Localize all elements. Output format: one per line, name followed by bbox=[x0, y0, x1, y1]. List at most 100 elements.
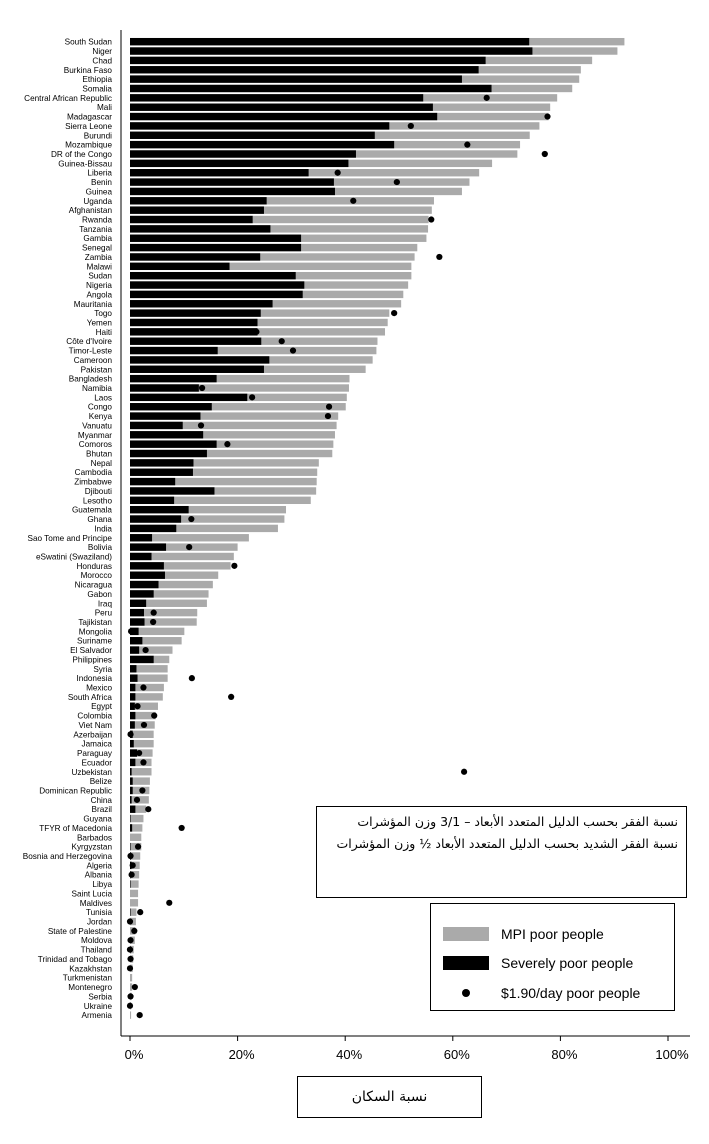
dollar-dot bbox=[137, 909, 144, 916]
country-label: Uganda bbox=[83, 197, 112, 206]
severe-bar bbox=[130, 674, 138, 682]
severe-bar bbox=[130, 908, 131, 916]
country-label: South Africa bbox=[68, 693, 113, 702]
mpi-bar bbox=[130, 552, 234, 561]
mpi-bar bbox=[130, 730, 154, 739]
dollar-dot bbox=[393, 178, 400, 186]
country-label: Chad bbox=[92, 56, 112, 65]
mpi-bar bbox=[130, 608, 198, 617]
severe-bar bbox=[130, 477, 176, 486]
severe-bar bbox=[130, 47, 533, 55]
country-label: Comoros bbox=[79, 440, 112, 449]
country-label: Azerbaijan bbox=[73, 730, 112, 739]
dollar-dot bbox=[151, 712, 158, 719]
annotation-line-1: نسبة الفقر بحسب الدليل المتعدد الأبعاد –… bbox=[357, 814, 678, 829]
country-label: Angola bbox=[87, 290, 113, 299]
severe-bar bbox=[130, 328, 258, 336]
severe-bar bbox=[130, 599, 147, 607]
severe-bar bbox=[130, 505, 189, 514]
mpi-bar bbox=[130, 627, 185, 636]
dollar-dot bbox=[198, 384, 206, 392]
country-label: Congo bbox=[88, 403, 113, 412]
dollar-dot bbox=[231, 562, 238, 569]
country-label: Lesotho bbox=[83, 496, 113, 505]
dollar-dot bbox=[249, 394, 256, 401]
dollar-dot bbox=[128, 871, 135, 878]
severe-bar bbox=[130, 206, 264, 214]
country-label: Nicaragua bbox=[75, 581, 113, 590]
legend-label-dollar: $1.90/day poor people bbox=[501, 985, 641, 1001]
country-label: Trinidad and Tobago bbox=[38, 955, 113, 964]
country-label: Burkina Faso bbox=[64, 66, 113, 75]
mpi-bar bbox=[130, 590, 209, 598]
dollar-dot bbox=[126, 918, 134, 925]
severe-bar bbox=[130, 655, 154, 664]
mpi-bar bbox=[130, 646, 173, 654]
severe-bar bbox=[130, 637, 143, 645]
severe-bar bbox=[130, 721, 135, 729]
mpi-bar bbox=[130, 880, 139, 888]
country-label: Rwanda bbox=[82, 216, 112, 225]
country-label: Mexico bbox=[86, 684, 112, 693]
severe-bar bbox=[130, 459, 194, 467]
country-label: Bosnia and Herzegovina bbox=[23, 852, 113, 861]
mpi-bar bbox=[130, 515, 285, 523]
severe-bar bbox=[130, 131, 375, 139]
country-label: Montenegro bbox=[68, 983, 112, 992]
mpi-bar bbox=[130, 440, 334, 448]
country-label: El Salvador bbox=[70, 646, 112, 655]
country-label: DR of the Congo bbox=[51, 150, 112, 159]
country-label: Nepal bbox=[91, 459, 113, 468]
country-label: Dominican Republic bbox=[39, 786, 112, 795]
severe-bar bbox=[130, 150, 356, 158]
mpi-bar bbox=[130, 487, 317, 495]
mpi-bar bbox=[130, 777, 150, 785]
country-label: Côte d'Ivoire bbox=[66, 337, 112, 346]
dollar-dot bbox=[541, 150, 548, 158]
country-label: eSwatini (Swaziland) bbox=[36, 552, 112, 561]
severe-bar bbox=[130, 524, 177, 533]
severe-bar bbox=[130, 112, 438, 121]
country-label: Serbia bbox=[88, 992, 112, 1001]
country-label: Libya bbox=[92, 880, 112, 889]
country-label: Gabon bbox=[87, 590, 112, 599]
severe-bar bbox=[130, 337, 262, 345]
dollar-dot bbox=[127, 937, 134, 944]
severe-bar bbox=[130, 346, 218, 355]
country-label: Philippines bbox=[72, 655, 112, 664]
country-label: Honduras bbox=[76, 562, 112, 571]
mpi-bar bbox=[130, 215, 429, 224]
country-label: Ukraine bbox=[84, 1002, 113, 1011]
country-label: Mozambique bbox=[65, 141, 112, 150]
mpi-bar bbox=[130, 318, 388, 327]
severe-bar bbox=[130, 290, 303, 299]
country-label: Ecuador bbox=[82, 758, 113, 767]
dollar-dot bbox=[460, 768, 468, 775]
annotation-line-2: نسبة الفقر الشديد بحسب الدليل المتعدد ال… bbox=[336, 836, 678, 851]
severe-bar bbox=[130, 805, 136, 813]
x-tick-label: 20% bbox=[229, 1047, 255, 1062]
dollar-dot bbox=[289, 347, 297, 354]
dollar-dot bbox=[126, 946, 134, 953]
mpi-bar bbox=[130, 814, 144, 823]
mpi-bar bbox=[130, 384, 349, 392]
country-label: Brazil bbox=[92, 805, 113, 814]
country-label: Burundi bbox=[84, 131, 112, 140]
mpi-bar bbox=[130, 824, 143, 832]
dollar-dot bbox=[483, 94, 490, 101]
country-label: South Sudan bbox=[65, 38, 113, 47]
mpi-bar bbox=[130, 403, 346, 411]
severe-bar bbox=[130, 159, 349, 168]
severe-bar bbox=[130, 374, 217, 383]
country-label: Tajikistan bbox=[78, 618, 112, 627]
bars-layer bbox=[130, 37, 625, 1019]
severe-bar bbox=[130, 646, 140, 654]
severe-bar bbox=[130, 75, 462, 83]
country-label: Peru bbox=[95, 609, 113, 618]
severe-bar bbox=[130, 777, 133, 785]
dollar-dot bbox=[228, 693, 235, 700]
country-label: Madagascar bbox=[67, 113, 112, 122]
mpi-bar bbox=[130, 262, 412, 271]
legend-label-mpi: MPI poor people bbox=[501, 926, 604, 942]
mpi-bar bbox=[130, 889, 139, 898]
